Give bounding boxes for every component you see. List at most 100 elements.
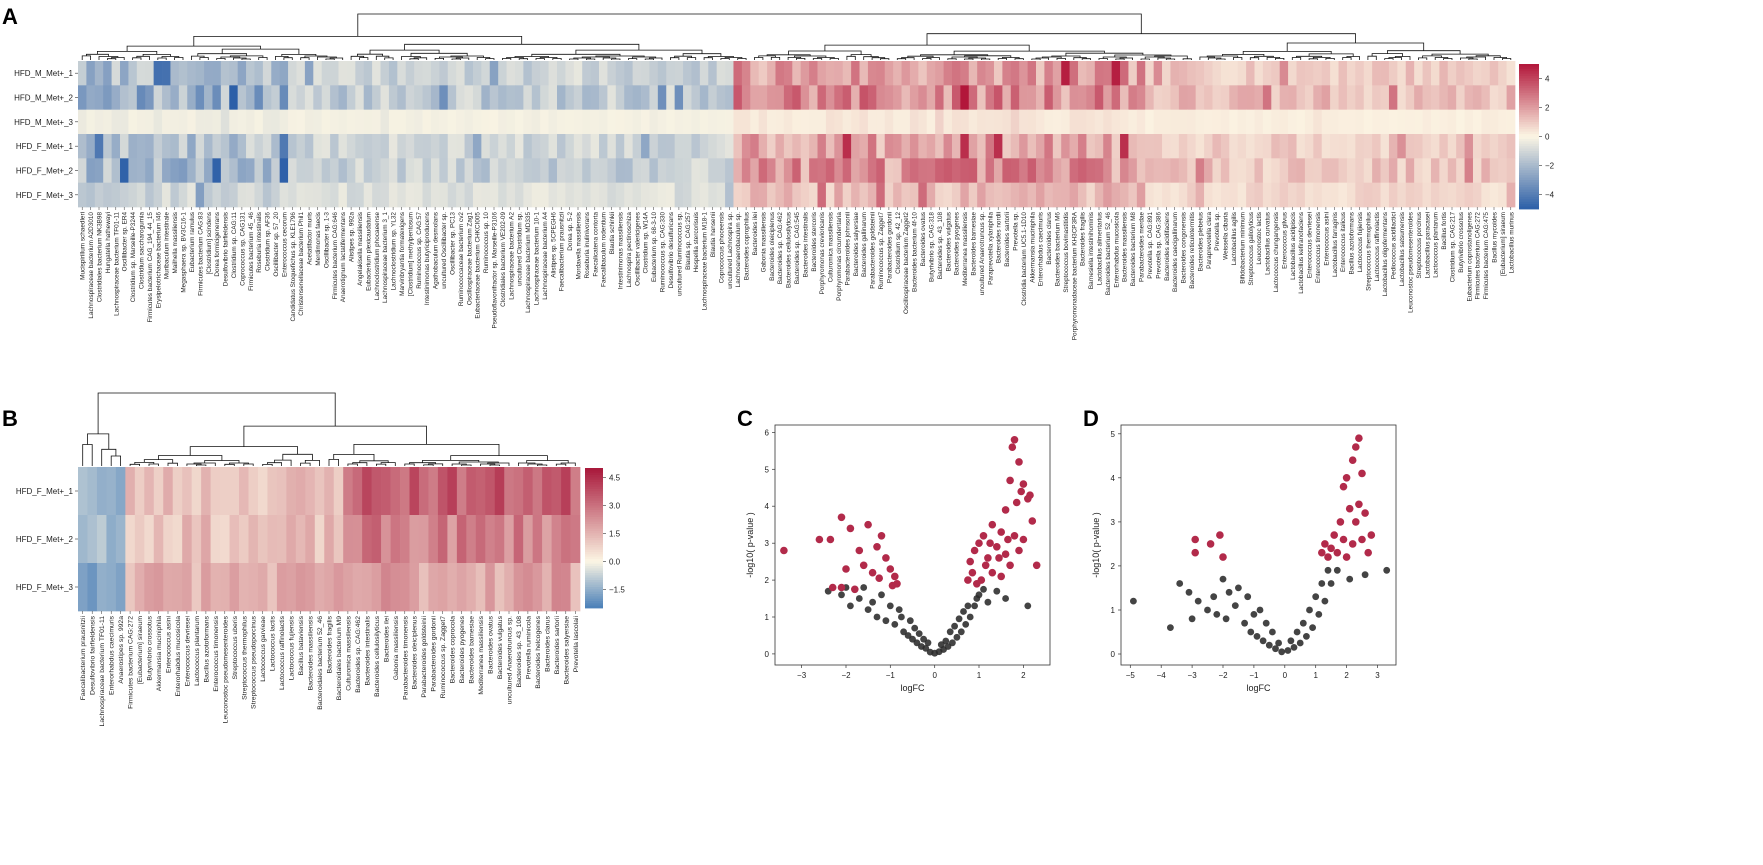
dendrogram-link bbox=[754, 57, 764, 60]
heatmap-cell bbox=[1229, 182, 1239, 208]
heatmap-cell bbox=[1136, 109, 1146, 135]
heatmap-cell bbox=[599, 85, 608, 111]
colorbar-segment bbox=[1519, 187, 1539, 191]
heatmap-cell bbox=[767, 158, 776, 184]
colorbar-segment bbox=[585, 510, 603, 513]
heatmap-cell bbox=[182, 467, 193, 516]
heatmap-cell bbox=[683, 158, 692, 184]
colorbar-segment bbox=[585, 514, 603, 518]
heatmap-cell bbox=[134, 467, 145, 516]
heatmap-cell bbox=[1019, 85, 1028, 111]
heatmap-cell bbox=[1338, 109, 1348, 135]
heatmap-cell bbox=[523, 134, 533, 159]
dendrogram-link bbox=[1346, 56, 1360, 60]
heatmap-cell bbox=[296, 134, 306, 159]
heatmap-cell bbox=[1069, 109, 1079, 135]
column-label: Lachnospiraceae bacterium A2 bbox=[508, 212, 515, 300]
heatmap-cell bbox=[1178, 134, 1188, 159]
heatmap-cell bbox=[523, 182, 533, 208]
colorbar-segment bbox=[1519, 131, 1539, 135]
dendrogram-link bbox=[628, 58, 638, 60]
heatmap-cell bbox=[343, 563, 354, 612]
column-label: Bacteroides plebeius bbox=[1197, 212, 1204, 271]
column-label: Oscillibacter sp. 57_20 bbox=[273, 212, 280, 277]
x-tick-label: 0 bbox=[932, 671, 937, 680]
dendrogram-link bbox=[1291, 57, 1302, 60]
dendrogram-link bbox=[569, 58, 579, 60]
y-tick-label: 0 bbox=[765, 650, 770, 659]
heatmap-cell bbox=[1330, 182, 1339, 208]
heatmap-cell bbox=[977, 134, 986, 159]
column-label: Lactobacillus kefiranofaciens bbox=[1298, 212, 1305, 294]
heatmap-cell bbox=[78, 61, 87, 86]
column-label: Blautia hansenii bbox=[710, 212, 717, 257]
significant-point bbox=[1216, 531, 1224, 539]
heatmap-cell bbox=[1388, 61, 1398, 86]
colorbar-segment bbox=[585, 512, 603, 516]
significant-point bbox=[1318, 548, 1326, 557]
heatmap-cell bbox=[352, 563, 363, 612]
heatmap-cell bbox=[783, 61, 793, 86]
heatmap-cell bbox=[380, 134, 390, 159]
column-label: Bacteroides cellulosilyticus bbox=[786, 212, 793, 288]
column-label: Paraprevotella xylaniphila bbox=[987, 212, 994, 285]
heatmap-cell bbox=[523, 467, 533, 516]
dendrogram-link bbox=[964, 58, 974, 60]
heatmap-cell bbox=[1288, 85, 1297, 111]
dendrogram-link bbox=[502, 58, 512, 60]
nonsignificant-point bbox=[973, 595, 981, 602]
heatmap-cell bbox=[346, 134, 356, 159]
heatmap-cell bbox=[1363, 158, 1373, 184]
heatmap-cell bbox=[590, 182, 600, 208]
heatmap-cell bbox=[257, 515, 268, 564]
nonsignificant-point bbox=[1303, 633, 1310, 640]
dendrogram-link bbox=[824, 44, 1030, 52]
heatmap-cell bbox=[372, 85, 381, 111]
heatmap-cell bbox=[557, 109, 566, 135]
column-label: Bacillus mycoides bbox=[1492, 212, 1499, 263]
heatmap-cell bbox=[1262, 61, 1272, 86]
heatmap-cell bbox=[1279, 61, 1289, 86]
heatmap-cell bbox=[666, 85, 675, 111]
heatmap-cell bbox=[96, 467, 107, 516]
heatmap-cell bbox=[330, 134, 339, 159]
heatmap-cell bbox=[1086, 109, 1096, 135]
heatmap-cell bbox=[381, 467, 391, 516]
heatmap-cell bbox=[1027, 182, 1037, 208]
nonsignificant-point bbox=[847, 602, 854, 610]
heatmap-cell bbox=[1246, 109, 1255, 135]
dendrogram-link bbox=[450, 455, 548, 461]
heatmap-cell bbox=[561, 563, 571, 612]
column-label: Mailhella massiliensis bbox=[172, 212, 179, 273]
heatmap-cell bbox=[741, 109, 751, 135]
significant-point bbox=[1008, 443, 1017, 452]
heatmap-cell bbox=[271, 182, 281, 208]
column-label: Agathobaculum desmolans bbox=[433, 212, 440, 289]
row-label: HFD_F_Met+_2 bbox=[16, 167, 74, 176]
heatmap-cell bbox=[111, 61, 121, 86]
column-label: [Clostridium] scindens bbox=[206, 212, 213, 275]
colorbar-segment bbox=[585, 484, 603, 488]
heatmap-cell bbox=[683, 182, 692, 208]
significant-point bbox=[828, 583, 837, 592]
heatmap-cell bbox=[1044, 134, 1054, 159]
heatmap-cell bbox=[926, 85, 936, 111]
heatmap-cell bbox=[825, 61, 835, 86]
colorbar-segment bbox=[585, 472, 603, 476]
heatmap-cell bbox=[338, 158, 348, 184]
heatmap-cell bbox=[523, 563, 533, 612]
heatmap-cell bbox=[809, 134, 818, 159]
heatmap-cell bbox=[1128, 85, 1138, 111]
y-tick-label: 4 bbox=[1111, 474, 1116, 483]
column-label: Gabonia massiliensis bbox=[393, 615, 400, 680]
heatmap-cell bbox=[414, 158, 423, 184]
heatmap-cell bbox=[531, 85, 541, 111]
nonsignificant-point bbox=[953, 633, 961, 641]
colorbar-segment bbox=[585, 589, 603, 593]
x-tick-label: −3 bbox=[797, 671, 807, 680]
heatmap-cell bbox=[305, 563, 316, 612]
dendrogram-link bbox=[167, 462, 178, 466]
heatmap-cell bbox=[1002, 61, 1012, 86]
heatmap-cell bbox=[1254, 134, 1264, 159]
dendrogram-link bbox=[1014, 58, 1024, 60]
